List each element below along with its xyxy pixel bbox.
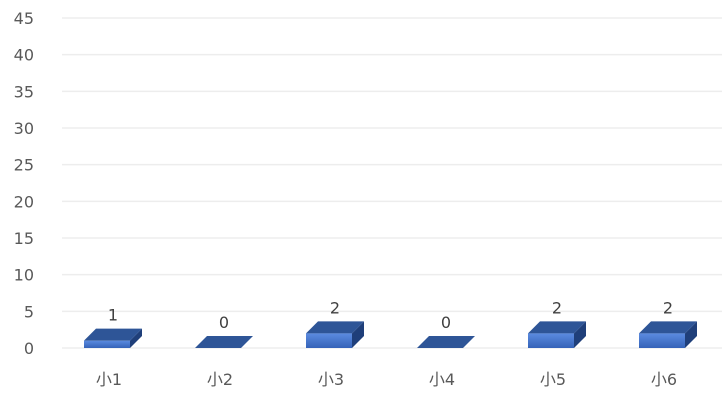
y-tick-label-5: 5 (24, 302, 34, 321)
bar-front-小3 (306, 333, 352, 348)
bar-front-小5 (528, 333, 574, 348)
data-label-小3: 2 (330, 298, 340, 317)
bar-小1 (84, 328, 142, 348)
y-tick-label-10: 10 (14, 266, 34, 285)
data-label-小5: 2 (552, 298, 562, 317)
bars (84, 321, 697, 348)
bar-top-小6 (639, 321, 697, 334)
data-label-小4: 0 (441, 313, 451, 332)
bar-side-小3 (352, 321, 364, 348)
bar-top-小5 (528, 321, 586, 334)
y-axis-tick-labels: 0 5 10 15 20 25 30 35 40 45 (14, 9, 34, 358)
bar-小5 (528, 321, 586, 348)
bar-top-小4 (417, 336, 475, 348)
y-tick-label-15: 15 (14, 229, 34, 248)
bar-front-小6 (639, 333, 685, 348)
bar-小6 (639, 321, 697, 348)
bar-小2 (195, 336, 253, 348)
x-axis-tick-labels: 小1 小2 小3 小4 小5 小6 (96, 370, 677, 389)
y-tick-label-35: 35 (14, 82, 34, 101)
bar-side-小5 (574, 321, 586, 348)
bar-top-小1 (84, 328, 142, 341)
bar-小4 (417, 336, 475, 348)
gridlines (62, 17, 722, 349)
bar-top-小2 (195, 336, 253, 348)
bar-小3 (306, 321, 364, 348)
data-labels: 1 0 2 0 2 2 (108, 298, 673, 332)
x-tick-label-小1: 小1 (96, 370, 122, 389)
data-label-小2: 0 (219, 313, 229, 332)
y-tick-label-40: 40 (14, 46, 34, 65)
y-tick-label-0: 0 (24, 339, 34, 358)
x-tick-label-小3: 小3 (318, 370, 344, 389)
y-tick-label-30: 30 (14, 119, 34, 138)
bar-top-小3 (306, 321, 364, 334)
x-tick-label-小2: 小2 (207, 370, 233, 389)
y-tick-label-25: 25 (14, 156, 34, 175)
data-label-小6: 2 (663, 298, 673, 317)
bar-side-小1 (130, 328, 142, 348)
x-tick-label-小6: 小6 (651, 370, 677, 389)
y-tick-label-45: 45 (14, 9, 34, 28)
data-label-小1: 1 (108, 306, 118, 325)
x-tick-label-小5: 小5 (540, 370, 566, 389)
bar-side-小6 (685, 321, 697, 348)
bar-front-小1 (84, 340, 130, 348)
y-tick-label-20: 20 (14, 192, 34, 211)
x-tick-label-小4: 小4 (429, 370, 455, 389)
